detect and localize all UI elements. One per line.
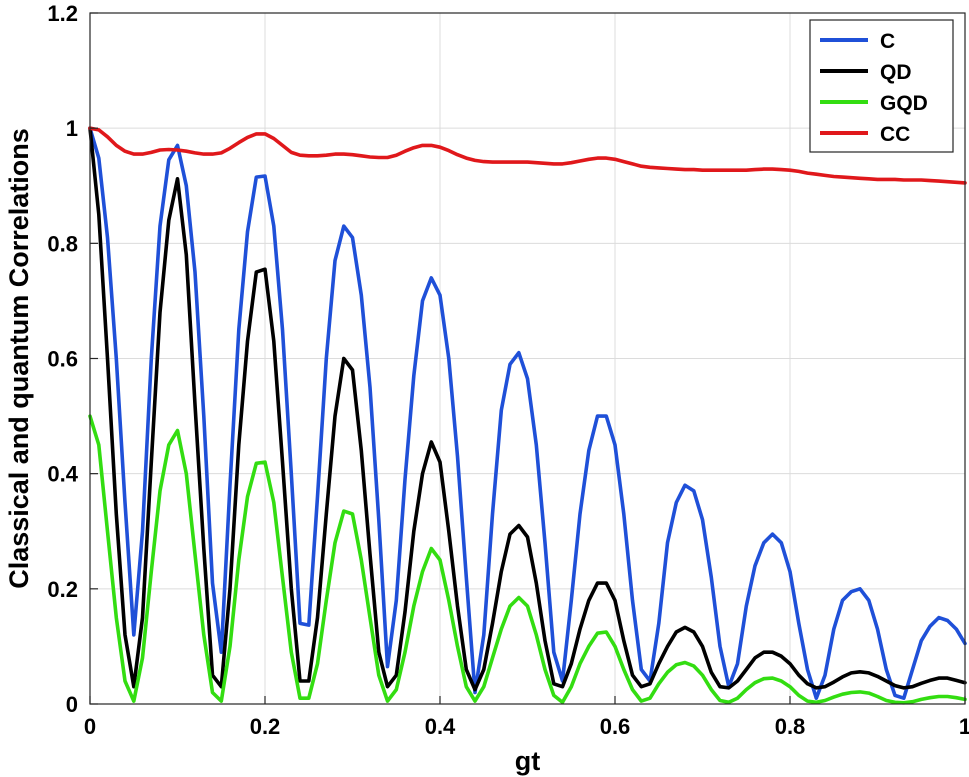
x-tick-label: 0.6 [600,714,631,739]
y-axis-label: Classical and quantum Correlations [4,128,34,589]
y-tick-label: 0.4 [47,462,78,487]
y-tick-label: 0.2 [47,577,78,602]
legend-label-cc: CC [880,123,910,146]
series-line-c [88,126,967,701]
x-tick-label: 0 [84,714,96,739]
legend-label-gqd: GQD [880,92,928,115]
y-tick-label: 1 [66,116,78,141]
series-line-gqd [88,414,967,705]
x-axis-label: gt [515,746,540,776]
x-tick-label: 0.8 [775,714,806,739]
y-tick-label: 1.2 [47,1,78,26]
x-tick-label: 0.4 [425,714,456,739]
x-axis-ticks: 0 0.2 0.4 0.6 0.8 1 [84,696,969,739]
y-axis-ticks: 0 0.2 0.4 0.6 0.8 1 1.2 [47,1,98,717]
series-line-cc [88,126,967,185]
x-tick-label: 0.2 [250,714,281,739]
series-layer [88,126,967,705]
y-tick-label: 0.8 [47,231,78,256]
legend: C QD GQD CC [809,19,954,153]
y-tick-label: 0 [66,692,78,717]
legend-label-qd: QD [880,61,912,84]
y-tick-label: 0.6 [47,347,78,372]
series-line-qd [88,126,967,692]
legend-label-c: C [880,30,895,53]
x-tick-label: 1 [959,714,969,739]
